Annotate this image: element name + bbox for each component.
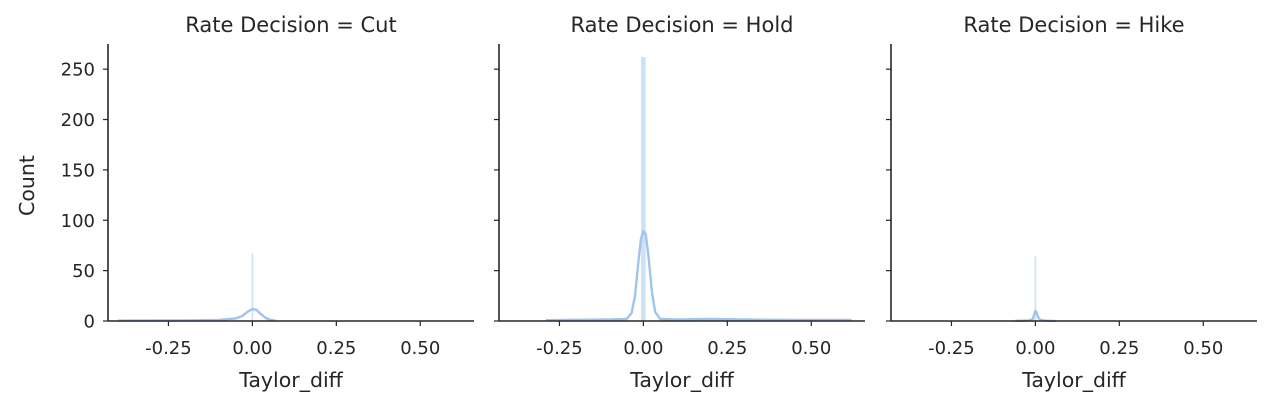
x-axis-label: Taylor_diff (238, 368, 343, 393)
y-tick-label: 0 (84, 312, 95, 333)
histogram-bar (641, 57, 646, 322)
facet-title: Rate Decision = Cut (185, 13, 396, 37)
x-axis-label: Taylor_diff (629, 368, 734, 393)
y-axis-label: Count (15, 155, 39, 216)
x-tick-label: 0.50 (791, 338, 831, 359)
y-tick-label: 100 (61, 211, 95, 232)
facet-title: Rate Decision = Hold (571, 13, 794, 37)
x-tick-label: 0.00 (623, 338, 663, 359)
x-tick-label: -0.25 (928, 338, 975, 359)
x-tick-label: 0.25 (316, 338, 356, 359)
x-tick-label: 0.50 (400, 338, 440, 359)
histogram-bar (1034, 256, 1037, 321)
kde-line (545, 230, 852, 322)
y-tick-label: 50 (72, 261, 95, 282)
y-tick-label: 250 (61, 60, 95, 81)
x-tick-label: 0.25 (707, 338, 747, 359)
facet-panel: -0.25 0.00 0.25 0.50 Rate Decision = Hold Tay… (494, 13, 865, 393)
histogram-bar (251, 253, 254, 321)
x-tick-label: -0.25 (145, 338, 192, 359)
x-tick-label: -0.25 (536, 338, 583, 359)
x-tick-label: 0.00 (232, 338, 272, 359)
x-axis-label: Taylor_diff (1021, 368, 1126, 393)
x-tick-label: 0.50 (1183, 338, 1223, 359)
facet-panel: -0.25 0.00 0.25 0.50 0 50 100 150 200 250 Rate Dec… (61, 13, 474, 393)
x-tick-label: 0.25 (1099, 338, 1139, 359)
y-tick-label: 200 (61, 110, 95, 131)
x-tick-label: 0.00 (1015, 338, 1055, 359)
y-tick-label: 150 (61, 160, 95, 181)
facet-panel: -0.25 0.00 0.25 0.50 Rate Decision = Hike Tay… (886, 13, 1257, 393)
facet-title: Rate Decision = Hike (963, 13, 1184, 37)
